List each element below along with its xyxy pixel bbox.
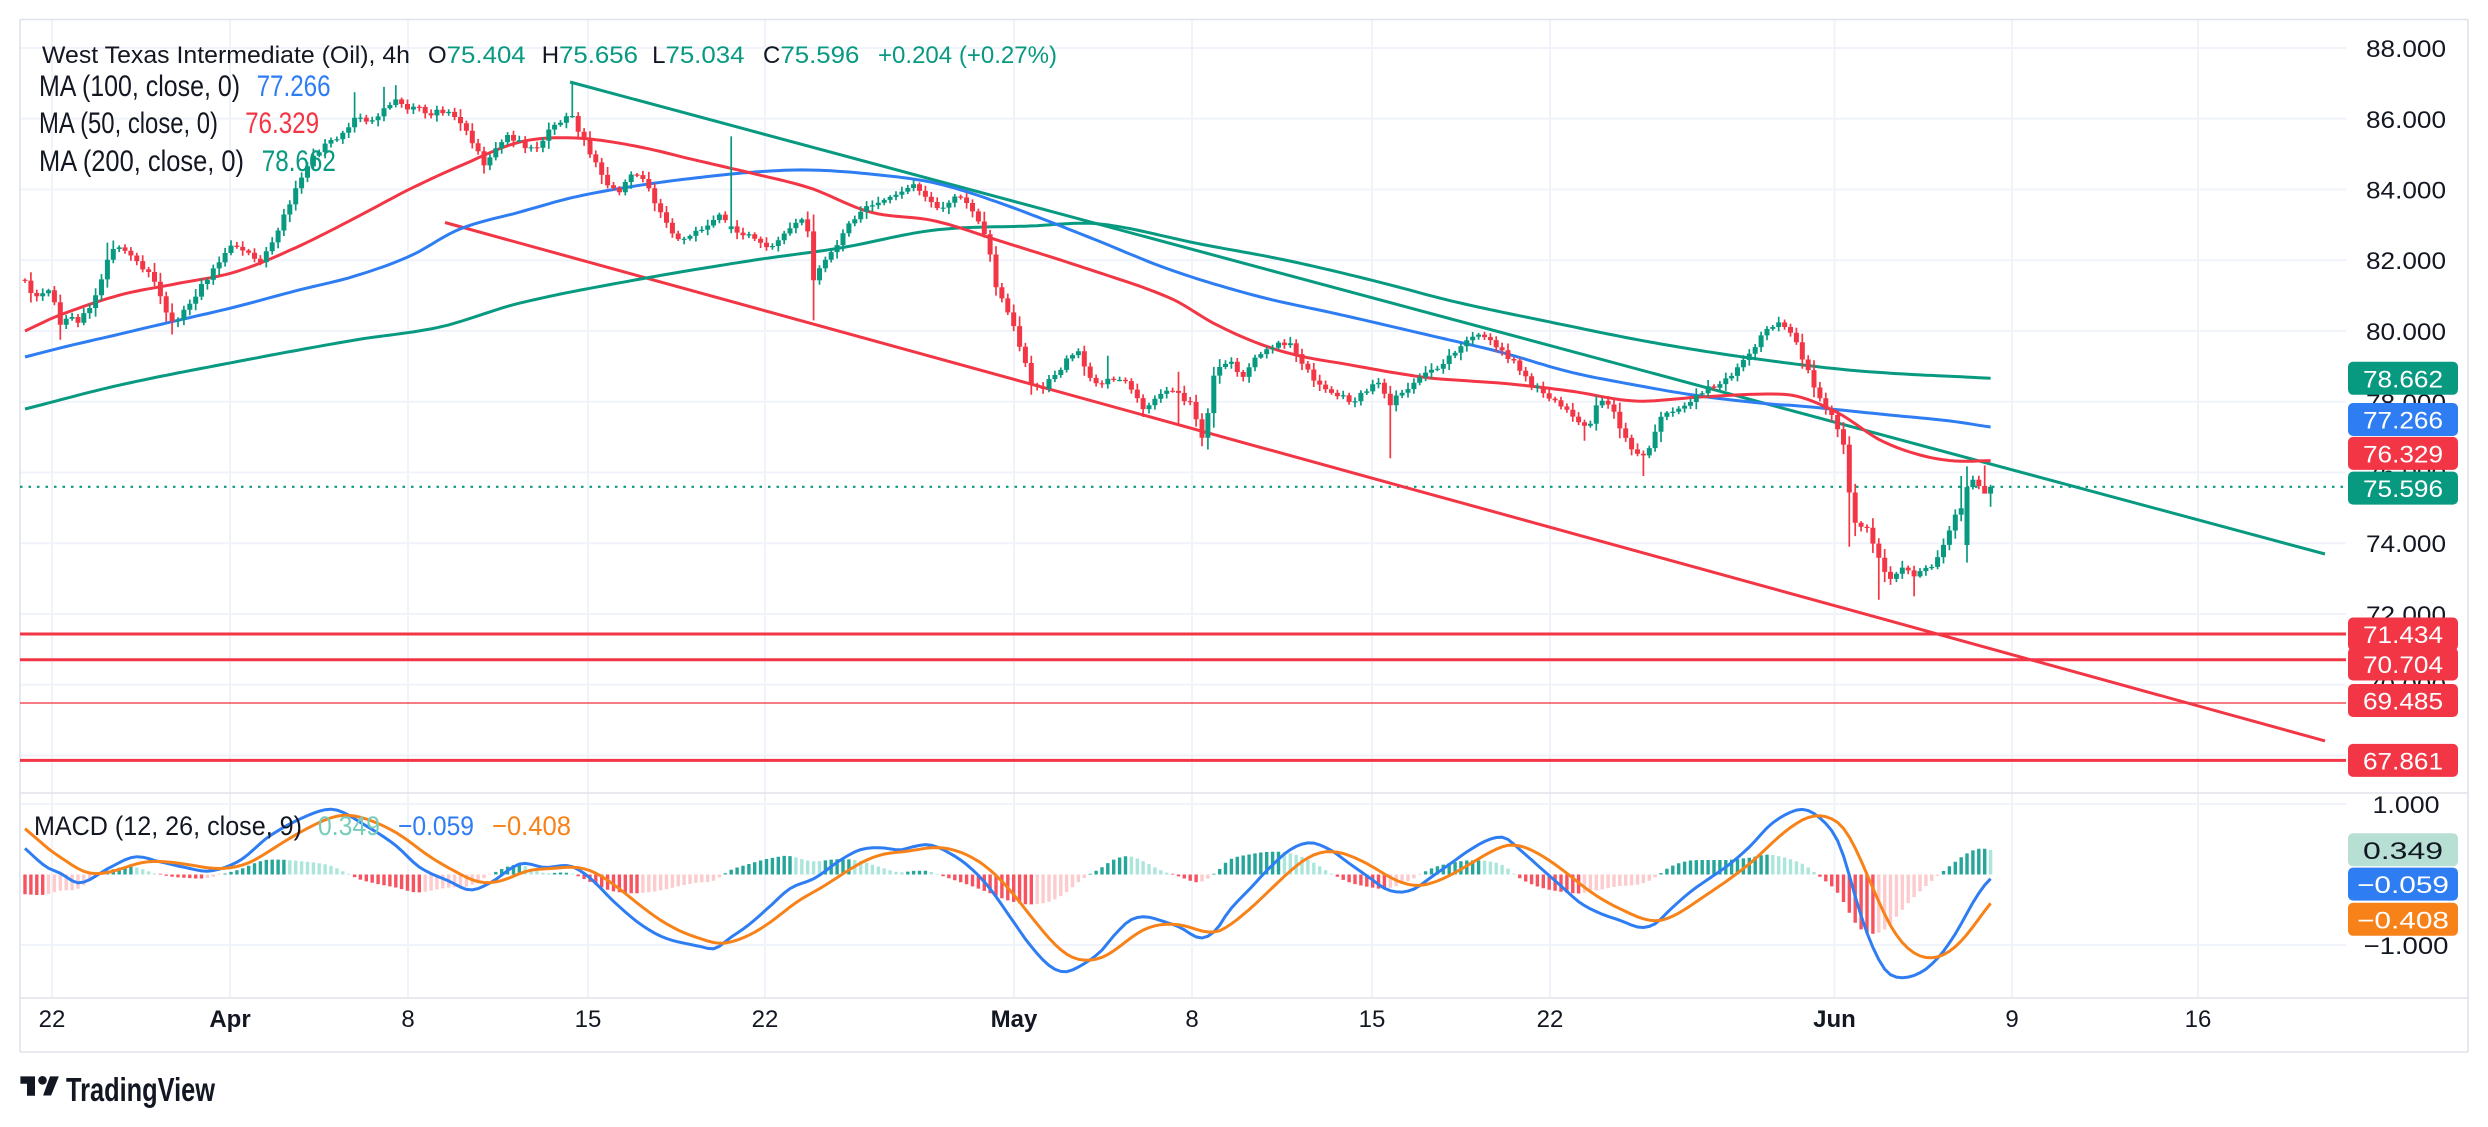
svg-text:22: 22 [1537,1006,1564,1033]
svg-text:75.596: 75.596 [2363,476,2443,503]
svg-text:Apr: Apr [209,1006,250,1033]
svg-text:76.329: 76.329 [2363,441,2443,468]
svg-text:74.000: 74.000 [2366,531,2446,558]
svg-text:22: 22 [39,1006,66,1033]
svg-text:TradingView: TradingView [66,1071,215,1108]
svg-text:1.000: 1.000 [2373,792,2440,819]
svg-text:16: 16 [2185,1006,2212,1033]
svg-text:9: 9 [2005,1006,2018,1033]
svg-text:−0.059: −0.059 [2357,872,2449,899]
svg-text:−1.000: −1.000 [2364,933,2449,960]
svg-text:MA (200, close, 0): MA (200, close, 0) [39,145,244,178]
svg-text:78.662: 78.662 [2363,366,2443,393]
svg-text:69.485: 69.485 [2363,689,2443,716]
svg-text:MA (50, close, 0): MA (50, close, 0) [39,107,218,140]
svg-text:88.000: 88.000 [2366,36,2446,63]
svg-text:−0.408: −0.408 [492,811,571,841]
svg-text:MACD (12, 26, close, 9): MACD (12, 26, close, 9) [34,811,302,841]
svg-text:0.349: 0.349 [2363,838,2443,865]
svg-text:70.704: 70.704 [2363,652,2443,679]
svg-text:West Texas Intermediate (Oil),: West Texas Intermediate (Oil), 4h O75.404… [42,42,1057,69]
svg-text:15: 15 [1359,1006,1386,1033]
svg-text:0.349: 0.349 [318,811,380,841]
svg-text:76.329: 76.329 [245,107,319,140]
svg-text:15: 15 [575,1006,602,1033]
svg-text:May: May [991,1006,1038,1033]
svg-text:MA (100, close, 0): MA (100, close, 0) [39,70,240,103]
svg-text:8: 8 [1185,1006,1198,1033]
svg-text:80.000: 80.000 [2366,319,2446,346]
svg-text:78.662: 78.662 [262,145,336,178]
svg-text:8: 8 [401,1006,414,1033]
svg-text:71.434: 71.434 [2363,622,2443,649]
svg-text:67.861: 67.861 [2363,748,2443,775]
svg-text:77.266: 77.266 [257,70,331,103]
svg-text:82.000: 82.000 [2366,248,2446,275]
svg-text:77.266: 77.266 [2363,408,2443,435]
svg-text:−0.408: −0.408 [2357,907,2449,934]
svg-text:−0.059: −0.059 [398,811,474,841]
svg-text:86.000: 86.000 [2366,107,2446,134]
svg-text:22: 22 [752,1006,779,1033]
svg-text:Jun: Jun [1813,1006,1856,1033]
svg-text:84.000: 84.000 [2366,178,2446,205]
